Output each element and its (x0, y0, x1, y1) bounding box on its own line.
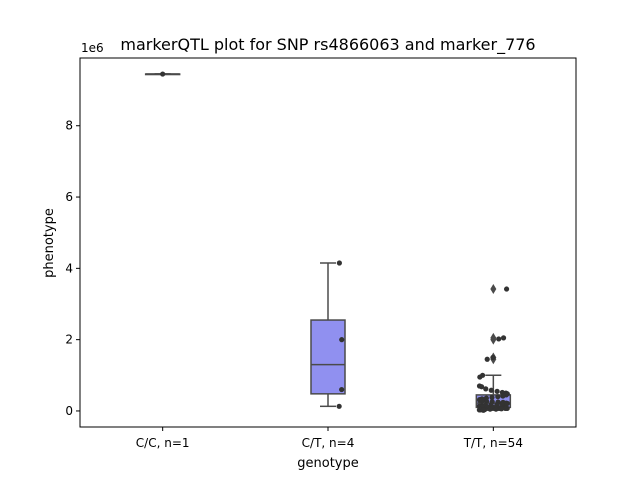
x-tick-label: T/T, n=54 (463, 436, 523, 450)
box (310, 319, 346, 395)
data-point (484, 356, 490, 362)
y-axis-multiplier: 1e6 (81, 41, 104, 55)
data-point (477, 374, 483, 380)
chart-title: markerQTL plot for SNP rs4866063 and mar… (120, 35, 535, 55)
x-tick-label: C/C, n=1 (136, 436, 190, 450)
data-point (500, 393, 506, 399)
data-point (489, 394, 495, 401)
y-tick-label: 4 (65, 261, 73, 275)
data-point (487, 406, 493, 412)
data-point (478, 384, 485, 390)
data-point (488, 387, 494, 393)
data-point (483, 398, 490, 404)
y-tick-label: 8 (65, 119, 73, 133)
data-point (479, 398, 485, 404)
data-point (503, 286, 510, 292)
plot-area: 0 2 4 6 8 C/C, n=1 C/T, n=4 T/T, n=54 (65, 71, 523, 450)
data-point (490, 354, 496, 361)
y-tick-label: 6 (65, 190, 73, 204)
outlier-marker (490, 334, 497, 345)
plot-frame (79, 57, 577, 428)
data-point (493, 406, 499, 412)
y-axis-label: phenotype (42, 208, 57, 278)
data-point (494, 388, 500, 394)
data-point (339, 337, 345, 343)
data-point (480, 407, 486, 413)
y-tick-label: 2 (65, 333, 73, 347)
outlier-marker (490, 284, 497, 295)
data-point (496, 336, 502, 342)
data-point (483, 386, 489, 392)
data-point (336, 403, 342, 409)
data-point (339, 386, 345, 393)
y-tick-label: 0 (65, 404, 73, 418)
data-point (336, 260, 342, 266)
data-point (500, 335, 507, 341)
data-point (495, 394, 501, 400)
data-point (498, 406, 504, 412)
x-axis-label: genotype (297, 456, 358, 471)
data-point (502, 405, 508, 412)
data-point (160, 71, 166, 77)
x-tick-label: C/T, n=4 (302, 436, 355, 450)
